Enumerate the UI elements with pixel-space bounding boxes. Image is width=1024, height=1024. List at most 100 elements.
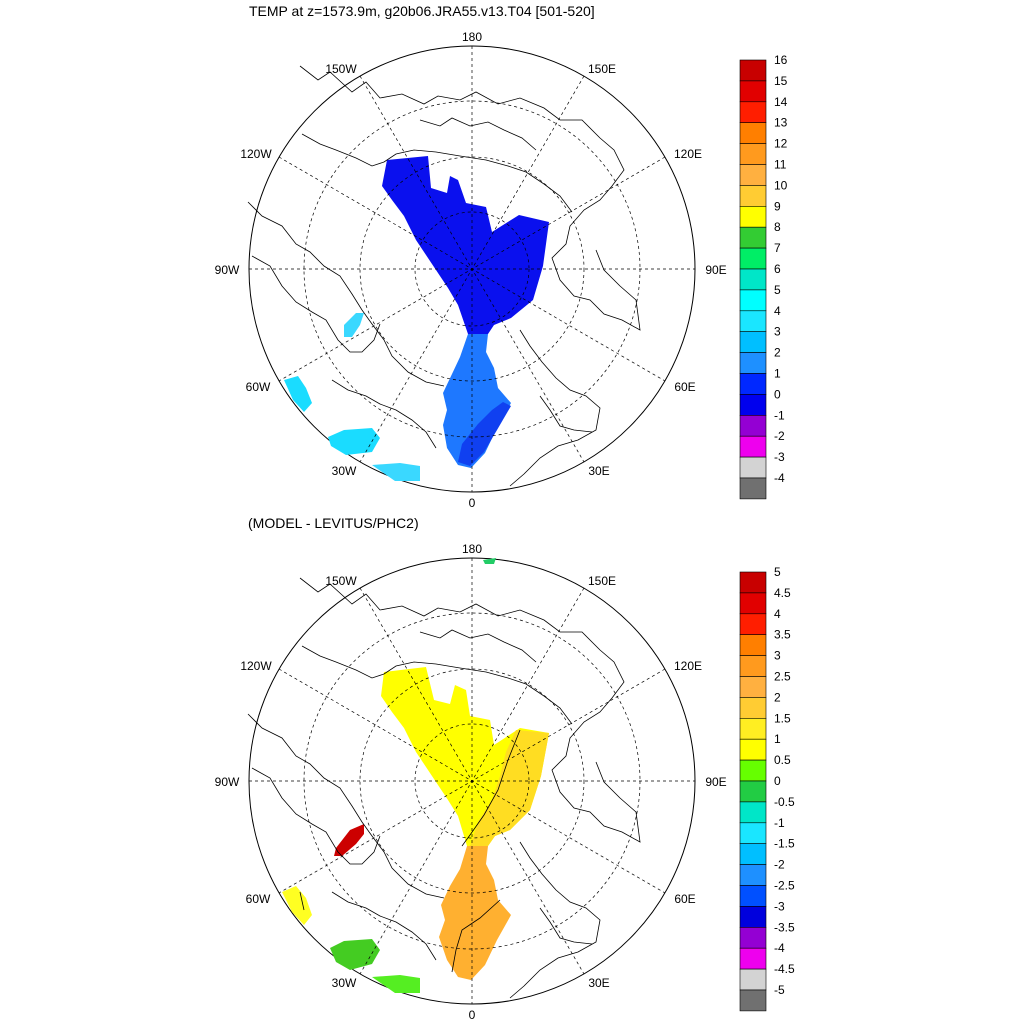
colorbar-swatch [739,289,767,312]
colorbar-swatch [739,571,767,594]
colorbar-tick-label: 3 [774,649,781,663]
lon-label-150e: 150E [588,62,616,76]
colorbar-swatch [739,968,767,991]
graticule [249,558,695,1004]
colorbar-tick-label: 14 [774,95,788,109]
colorbar-swatch [739,634,767,656]
colorbar-tick-label: -2 [774,858,785,872]
colorbar-swatch [739,885,767,907]
colorbar-tick-label: 8 [774,220,781,234]
colorbar-swatch [739,759,767,782]
colorbar-swatch [739,101,767,124]
colorbar-tick-label: 5 [774,565,781,579]
fill-nordic-seas [443,334,511,468]
colorbar-swatch [739,373,767,395]
lon-label-90e: 90E [705,775,726,789]
lon-label-90w: 90W [215,775,240,789]
colorbar-tick-label: 4.5 [774,586,791,600]
lon-label-0: 0 [469,496,476,510]
colorbar-tick-label: 16 [774,53,788,67]
colorbar-swatch [739,717,767,740]
colorbar-tick-label: 0 [774,387,781,401]
colorbar-swatch [739,80,767,103]
colorbar-swatch [739,676,767,698]
colorbar-swatch [739,59,767,82]
fill-arctic-warm [470,730,549,846]
fill-iceland-basin [330,939,380,970]
colorbar-swatch [739,352,767,374]
contour-lines [299,729,521,973]
colorbar-tick-label: 3.5 [774,628,791,642]
colorbar-tick-label: 2 [774,690,781,704]
colorbar-tick-label: -4.5 [774,962,795,976]
colorbar-swatch [739,697,767,719]
colorbar-tick-label: 6 [774,262,781,276]
panel-diff-title: (MODEL - LEVITUS/PHC2) [248,515,419,531]
lon-label-30e: 30E [588,976,609,990]
colorbar-swatch [739,414,767,437]
lon-label-60e: 60E [674,892,695,906]
lon-label-0: 0 [469,1008,476,1022]
colorbar-tick-label: -1 [774,408,785,422]
fill-arctic-basin [382,156,549,334]
colorbar-tick-label: 4 [774,607,781,621]
colorbar-tick-label: 4 [774,304,781,318]
colorbar-swatch [739,164,767,186]
lon-label-120e: 120E [674,659,702,673]
colorbar-tick-label: -5 [774,983,785,997]
colorbar-tick-label: -1 [774,816,785,830]
colorbar-tick-label: -4 [774,941,785,955]
lon-label-30w: 30W [332,464,357,478]
colorbar-tick-label: 0 [774,774,781,788]
colorbar-tick-label: 9 [774,199,781,213]
colorbar-swatch [739,247,767,270]
colorbar-tick-label: -2.5 [774,879,795,893]
panel-diff: (MODEL - LEVITUS/PHC2) [215,515,795,1022]
lon-label-30e: 30E [588,464,609,478]
lon-label-120w: 120W [240,659,272,673]
lon-labels: 180 150E 120E 90E 60E 30E 0 30W 60W 90W … [215,30,727,510]
colorbar-tick-label: -3 [774,899,785,913]
fill-labrador-sea [284,376,312,412]
panel-temp: TEMP at z=1573.9m, g20b06.JRA55.v13.T04 … [215,3,788,510]
colorbar-tick-label: -2 [774,429,785,443]
colorbar-tick-label: 12 [774,137,788,151]
colorbar-swatch [739,738,767,761]
lon-labels: 180 150E 120E 90E 60E 30E 0 30W 60W 90W … [215,542,727,1022]
colorbar-swatch [739,477,767,500]
colorbar-swatch [739,906,767,928]
lon-label-30w: 30W [332,976,357,990]
colorbar-swatch [739,331,767,353]
lon-label-180: 180 [462,542,482,556]
colorbar-swatch [739,456,767,479]
colorbar-tick-label: 10 [774,178,788,192]
colorbar-swatch [739,122,767,144]
coastlines [247,65,641,487]
colorbar-tick-label: 3 [774,325,781,339]
lon-label-150e: 150E [588,574,616,588]
panel-temp-title: TEMP at z=1573.9m, g20b06.JRA55.v13.T04 … [249,3,595,19]
colorbar-swatch [739,394,767,416]
graticule [249,46,695,492]
fill-labrador-sea [282,886,312,925]
colorbar-tick-label: -3 [774,450,785,464]
fill-baffin-bay [334,824,364,856]
colorbar-swatch [739,613,767,635]
colorbar-swatch [739,822,767,844]
colorbar-swatch [739,926,767,949]
fill-iceland-basin [328,428,380,455]
fill-bering-strait [483,558,496,564]
colorbar-tick-label: 2.5 [774,670,791,684]
colorbar-tick-label: 2 [774,346,781,360]
lon-label-60w: 60W [246,380,271,394]
lon-label-150w: 150W [325,62,357,76]
colorbar-swatch [739,864,767,886]
fill-north-atlantic [372,975,420,993]
colorbar-swatch [739,947,767,970]
colorbar-tick-label: 7 [774,241,781,255]
fill-north-atlantic [372,463,420,481]
colorbar-swatch [739,226,767,249]
map-temp: 180 150E 120E 90E 60E 30E 0 30W 60W 90W … [215,30,727,510]
colorbar-swatch [739,206,767,228]
colorbar-tick-label: 0.5 [774,753,791,767]
